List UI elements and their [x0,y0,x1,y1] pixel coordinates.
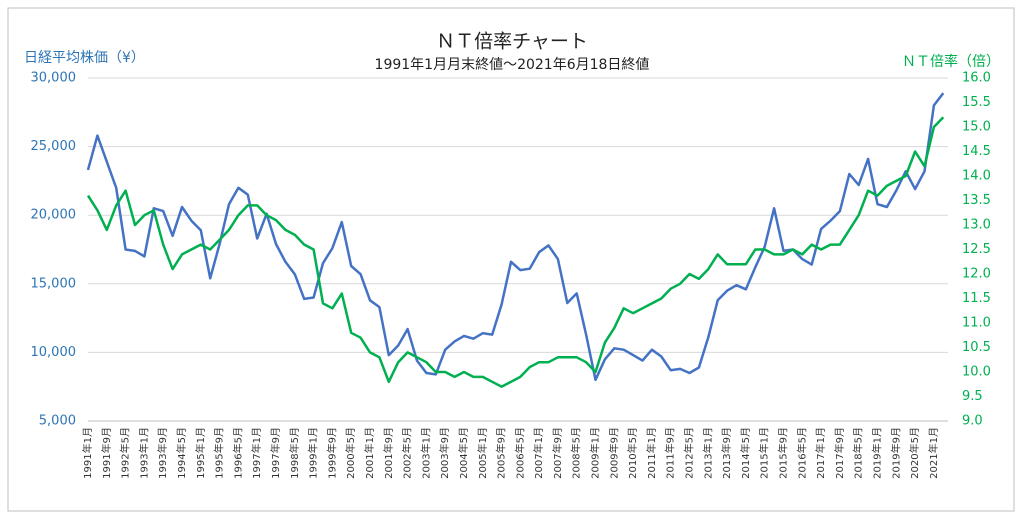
x-tick-label: 2017年9月 [833,427,846,479]
x-tick-label: 1999年1月 [307,427,320,479]
x-tick-label: 2020年5月 [908,427,921,479]
x-tick-label: 1995年1月 [194,427,207,479]
x-tick-label: 2011年9月 [664,427,677,479]
x-tick-label: 2014年5月 [739,427,752,479]
x-tick-label: 1991年9月 [100,427,113,479]
x-tick-label: 2012年5月 [683,427,696,479]
y2-tick-label: 10.5 [962,340,991,355]
y2-tick-label: 9.0 [962,414,983,429]
y2-axis-label: ＮＴ倍率（倍） [902,53,1000,70]
y-tick-label: 10,000 [31,345,77,360]
x-tick-label: 2013年1月 [701,427,714,479]
y2-tick-label: 14.5 [962,144,991,159]
y2-tick-label: 10.0 [962,365,991,380]
x-tick-label: 2015年1月 [758,427,771,479]
y-axis-label: 日経平均株価（¥） [24,50,145,66]
x-tick-label: 2019年1月 [871,427,884,479]
y-tick-label: 30,000 [31,71,77,86]
y2-tick-label: 14.0 [962,169,991,184]
chart-title: ＮＴ倍率チャート [436,31,588,53]
x-tick-label: 2007年1月 [532,427,545,479]
x-tick-label: 2010年5月 [626,427,639,479]
y-tick-label: 15,000 [31,276,77,291]
y2-tick-label: 12.0 [962,267,991,282]
series-line [86,116,945,388]
y-tick-label: 5,000 [39,414,76,429]
x-tick-label: 1997年1月 [250,427,263,479]
x-tick-label: 2003年1月 [419,427,432,479]
y2-tick-label: 9.5 [962,389,983,404]
y2-tick-label: 15.5 [962,95,991,110]
x-tick-label: 1991年1月 [81,427,94,479]
x-tick-label: 1993年1月 [137,427,150,479]
x-tick-label: 1997年9月 [269,427,282,479]
y-tick-label: 20,000 [31,208,77,223]
y2-tick-label: 15.0 [962,120,991,135]
x-tick-label: 2015年9月 [777,427,790,479]
x-tick-label: 2000年5月 [344,427,357,479]
chart-frame [7,7,1015,512]
x-tick-label: 2008年5月 [570,427,583,479]
x-tick-label: 2006年5月 [513,427,526,479]
x-tick-label: 2009年1月 [589,427,602,479]
series-line [86,92,945,382]
x-tick-label: 2011年1月 [645,427,658,479]
chart-subtitle: 1991年1月月末終値～2021年6月18日終値 [375,57,650,73]
x-tick-label: 2004年5月 [457,427,470,479]
x-tick-label: 2013年9月 [720,427,733,479]
y2-tick-label: 11.5 [962,291,991,306]
y2-tick-label: 11.0 [962,316,991,331]
x-tick-label: 2009年9月 [607,427,620,479]
y-tick-label: 25,000 [31,139,77,154]
x-tick-label: 1999年9月 [325,427,338,479]
x-tick-label: 1993年9月 [156,427,169,479]
x-tick-label: 2019年9月 [889,427,902,479]
x-tick-label: 1994年5月 [175,427,188,479]
x-tick-label: 2002年5月 [401,427,414,479]
x-tick-label: 2017年1月 [814,427,827,479]
y2-tick-label: 16.0 [962,71,991,86]
x-tick-label: 2007年9月 [551,427,564,479]
x-tick-label: 2003年9月 [438,427,451,479]
x-tick-label: 2021年1月 [927,427,940,479]
x-tick-label: 2001年9月 [382,427,395,479]
x-tick-label: 2016年5月 [795,427,808,479]
y2-tick-label: 13.0 [962,218,991,233]
x-tick-label: 1998年5月 [288,427,301,479]
x-tick-label: 2005年1月 [476,427,489,479]
x-tick-label: 2005年9月 [495,427,508,479]
x-tick-label: 1996年5月 [231,427,244,479]
y2-tick-label: 13.5 [962,193,991,208]
y2-tick-label: 12.5 [962,242,991,257]
x-tick-label: 1995年9月 [213,427,226,479]
x-tick-label: 2018年5月 [852,427,865,479]
x-tick-label: 2001年1月 [363,427,376,479]
x-tick-label: 1992年5月 [119,427,132,479]
